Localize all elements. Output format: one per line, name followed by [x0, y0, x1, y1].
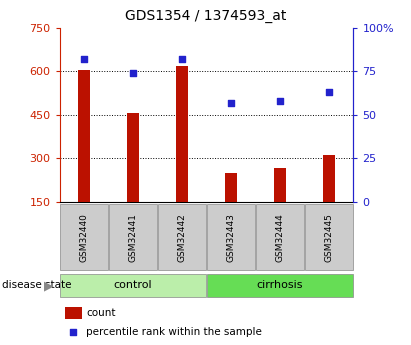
Point — [277, 98, 283, 104]
Bar — [176, 66, 188, 202]
Text: cirrhosis: cirrhosis — [257, 280, 303, 290]
Text: GSM32440: GSM32440 — [80, 213, 89, 262]
Text: GSM32443: GSM32443 — [226, 213, 236, 262]
Bar — [127, 113, 139, 202]
Bar — [274, 168, 286, 202]
FancyBboxPatch shape — [158, 204, 206, 270]
Text: GSM32445: GSM32445 — [324, 213, 333, 262]
Point — [81, 56, 88, 62]
FancyBboxPatch shape — [60, 274, 206, 297]
Text: control: control — [114, 280, 152, 290]
Text: GSM32441: GSM32441 — [129, 213, 138, 262]
FancyBboxPatch shape — [207, 274, 353, 297]
Point — [130, 70, 136, 76]
Text: GSM32444: GSM32444 — [275, 213, 284, 262]
FancyBboxPatch shape — [256, 204, 305, 270]
Bar — [323, 155, 335, 202]
Bar — [78, 70, 90, 202]
FancyBboxPatch shape — [207, 204, 255, 270]
Text: count: count — [86, 308, 115, 318]
FancyBboxPatch shape — [109, 204, 157, 270]
FancyBboxPatch shape — [305, 204, 353, 270]
Point — [326, 89, 332, 95]
Point — [70, 329, 77, 335]
Point — [179, 56, 185, 62]
Text: GDS1354 / 1374593_at: GDS1354 / 1374593_at — [125, 9, 286, 23]
Bar — [225, 174, 237, 202]
Bar — [65, 307, 82, 319]
Text: ▶: ▶ — [44, 279, 53, 292]
FancyBboxPatch shape — [60, 204, 109, 270]
Text: disease state: disease state — [2, 280, 72, 290]
Text: percentile rank within the sample: percentile rank within the sample — [86, 327, 262, 337]
Text: GSM32442: GSM32442 — [178, 213, 187, 262]
Point — [228, 100, 234, 105]
